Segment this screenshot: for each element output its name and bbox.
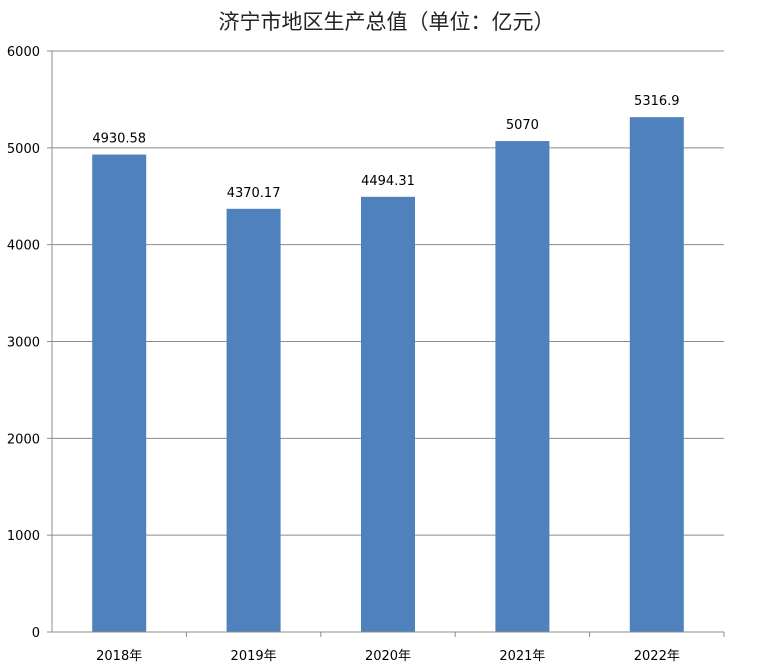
chart-title: 济宁市地区生产总值（单位：亿元） <box>218 10 555 34</box>
y-tick-label: 4000 <box>7 239 40 254</box>
axes <box>47 50 725 637</box>
data-label: 4930.58 <box>92 132 146 147</box>
y-tick-label: 2000 <box>7 432 40 447</box>
y-tick-label: 1000 <box>7 529 40 544</box>
x-tick-label: 2018年 <box>96 649 142 664</box>
x-tick-label: 2020年 <box>365 649 411 664</box>
data-label: 5070 <box>506 118 539 133</box>
y-tick-label: 0 <box>32 626 40 641</box>
data-label: 4494.31 <box>361 174 415 189</box>
bars <box>92 117 684 633</box>
data-label: 5316.9 <box>634 94 680 109</box>
x-tick-label: 2022年 <box>634 649 680 664</box>
data-label: 4370.17 <box>227 186 281 201</box>
y-tick-label: 3000 <box>7 336 40 351</box>
bar <box>92 154 147 633</box>
bar <box>495 141 550 632</box>
labels: 0 1000 2000 3000 4000 5000 6000 4930.58 2018年 437… <box>7 45 680 664</box>
bar <box>629 117 684 632</box>
x-tick-label: 2021年 <box>499 649 545 664</box>
bar <box>226 208 281 632</box>
y-tick-label: 5000 <box>7 142 40 157</box>
bar <box>361 196 415 633</box>
y-tick-label: 6000 <box>7 45 40 60</box>
x-tick-label: 2019年 <box>231 649 277 664</box>
